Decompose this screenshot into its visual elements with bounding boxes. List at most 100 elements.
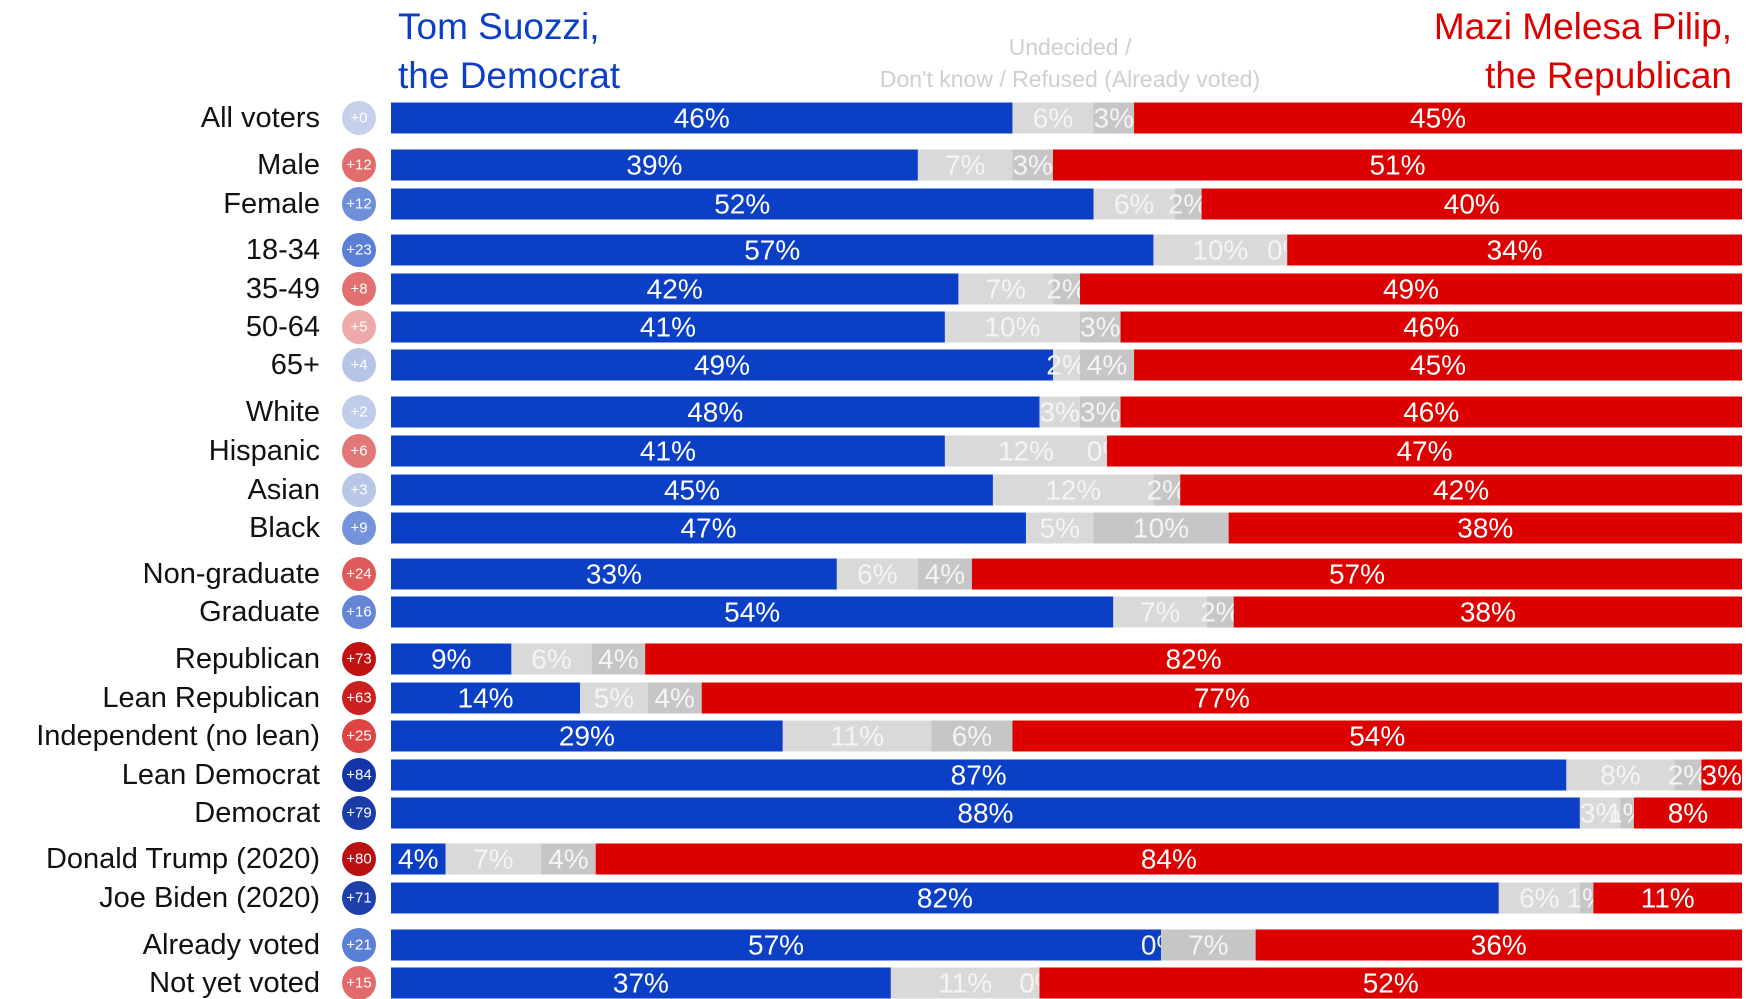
bar-segment [1052,349,1081,381]
bar-segment [1593,882,1742,914]
value-label: 57% [744,235,800,266]
margin-badge [342,511,376,545]
margin-label: +12 [346,196,371,213]
value-label: 52% [1363,968,1419,999]
bar-segment [591,643,646,675]
value-label: 7% [945,150,985,181]
margin-badge [342,434,376,468]
margin-badge [342,881,376,915]
bar-segment [1233,596,1742,628]
value-label: 9% [431,644,471,675]
legend-republican: Mazi Melesa Pilip, the Republican [1433,6,1732,96]
value-label: 3% [1012,150,1052,181]
bar-segment [992,474,1154,506]
value-label: 5% [594,683,634,714]
value-label: 11% [938,968,992,999]
bar-segment [1153,234,1288,266]
value-label: 2% [1168,189,1208,220]
legend-democrat: Tom Suozzi, the Democrat [398,6,621,96]
value-label: 37% [613,968,669,999]
row-label: Lean Republican [102,682,320,714]
bar-segment [1080,349,1135,381]
bar-segment [1674,759,1702,791]
value-label: 2% [1668,760,1708,791]
value-label: 4% [1087,350,1127,381]
bar-segment [917,558,972,590]
row-label: 18-34 [246,234,320,266]
value-label: 45% [1410,103,1466,134]
bar-segment [1120,311,1742,343]
bar-segment [1080,273,1742,305]
legend-dk: Don't know / Refused (Already voted) [879,66,1261,92]
margin-badge [342,681,376,715]
margin-label: +15 [346,975,371,992]
value-label: 38% [1457,513,1513,544]
value-label: 45% [1410,350,1466,381]
bar-segment [1120,396,1742,428]
value-label: 10% [1133,513,1189,544]
margin-label: +9 [350,520,367,537]
bar-segment [958,273,1053,305]
row-label: 65+ [271,349,320,381]
margin-label: +6 [350,443,367,460]
value-label: 4% [654,683,694,714]
value-label: 3% [1094,103,1134,134]
row-label: Non-graduate [143,558,320,590]
value-label: 7% [985,274,1025,305]
bar-segment [1039,967,1742,999]
row-label: All voters [201,102,320,134]
value-label: 51% [1369,150,1425,181]
row-label: Not yet voted [149,967,320,999]
margin-badge [342,642,376,676]
value-label: 7% [1140,597,1180,628]
bar-segment [701,682,1742,714]
margin-badge [342,842,376,876]
bar-segment [917,149,1013,181]
value-label: 45% [664,475,720,506]
row-label: Republican [175,643,320,675]
row-label: Asian [247,474,320,506]
row-label: Male [257,149,320,181]
value-label: 41% [640,312,696,343]
value-label: 4% [598,644,638,675]
value-label: 7% [1188,930,1228,961]
bar-segment [1113,596,1207,628]
value-label: 3% [1580,798,1620,829]
bar-segment [1012,720,1742,752]
margin-badge [342,101,376,135]
bar-segment [1052,273,1081,305]
row-label: Democrat [194,797,320,829]
value-label: 10% [1192,235,1248,266]
bar-segment [391,512,1026,544]
bar-segment [391,396,1040,428]
margin-label: +80 [346,851,371,868]
row-label: Graduate [199,596,320,628]
bar-segment [1701,759,1742,791]
margin-label: +63 [346,690,371,707]
bar-segment [391,435,945,467]
bar-segment [1134,102,1742,134]
value-label: 82% [1166,644,1222,675]
bar-segment [1093,512,1229,544]
value-label: 11% [1641,883,1695,914]
margin-label: +2 [350,404,367,421]
value-label: 49% [1383,274,1439,305]
bar-segment [580,682,648,714]
value-label: 3% [1702,760,1742,791]
bar-segment [391,273,959,305]
margin-badge [342,272,376,306]
value-label: 36% [1471,930,1527,961]
bar-segment [391,558,837,590]
bar-segment [1025,512,1094,544]
margin-badge [342,187,376,221]
row-label: Joe Biden (2020) [99,882,320,914]
row-label: Female [223,188,320,220]
value-label: 47% [1396,436,1452,467]
bar-segment [1161,929,1256,961]
value-label: 11% [830,721,884,752]
margin-label: +71 [346,890,371,907]
bar-segment [971,558,1742,590]
value-label: 40% [1444,189,1500,220]
margin-badge [342,310,376,344]
row-label: Lean Democrat [122,759,320,791]
